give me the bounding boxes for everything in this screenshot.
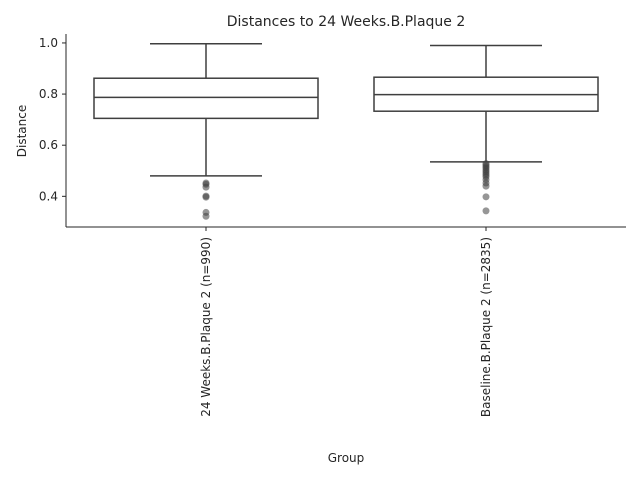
y-tick-label: 0.6 [39, 138, 58, 152]
interquartile-box [93, 77, 319, 120]
outlier-point [482, 193, 490, 201]
y-tick-label: 1.0 [39, 36, 58, 50]
y-tick-label: 0.8 [39, 87, 58, 101]
outlier-point [482, 207, 490, 215]
outlier-point [202, 193, 210, 201]
chart-title: Distances to 24 Weeks.B.Plaque 2 [227, 14, 466, 30]
y-axis-label: Distance [15, 105, 29, 157]
x-tick-label: Baseline.B.Plaque 2 (n=2835) [479, 237, 493, 417]
x-axis-label: Group [328, 451, 365, 465]
box-series [93, 42, 599, 220]
x-axis-ticks: 24 Weeks.B.Plaque 2 (n=990) Baseline.B.Pl… [199, 227, 493, 417]
outlier-point [202, 183, 210, 191]
outlier-point [482, 182, 490, 190]
x-tick-label: 24 Weeks.B.Plaque 2 (n=990) [199, 237, 213, 417]
y-tick-label: 0.4 [39, 189, 58, 203]
box-group [373, 44, 599, 215]
box-group [93, 42, 319, 220]
y-axis-ticks: 0.4 0.6 0.8 1.0 [39, 36, 66, 203]
outlier-point [202, 212, 210, 220]
